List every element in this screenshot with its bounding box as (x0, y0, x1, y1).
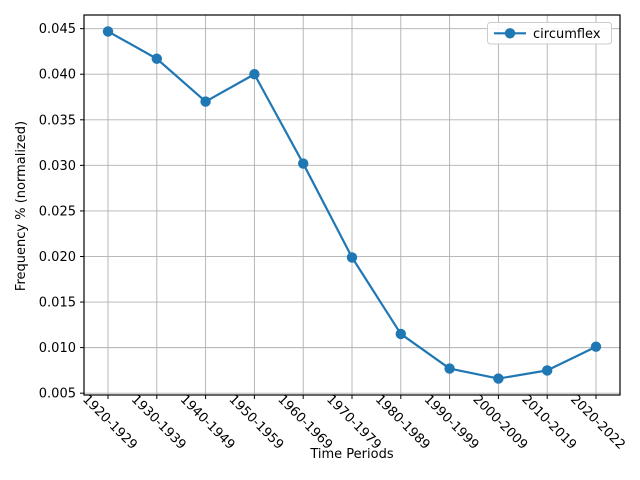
legend: circumflex (487, 22, 612, 45)
y-tick-label: 0.015 (39, 296, 76, 311)
y-tick-label: 0.030 (39, 159, 76, 174)
x-axis-title: Time Periods (310, 447, 394, 462)
series-circumflex (102, 26, 602, 384)
data-point (249, 69, 260, 80)
legend-box (487, 22, 612, 45)
data-point (493, 373, 504, 384)
y-tick-label: 0.045 (39, 22, 76, 37)
data-point (298, 158, 309, 169)
data-point (151, 53, 162, 64)
y-tick-label: 0.035 (39, 113, 76, 128)
axis-ticks (80, 28, 597, 399)
legend-label: circumflex (533, 27, 601, 42)
data-point (395, 328, 406, 340)
y-tick-label: 0.010 (39, 341, 76, 356)
data-point (444, 363, 455, 374)
legend-marker-icon (504, 28, 516, 39)
data-point (590, 341, 602, 352)
y-axis-title: Frequency % (normalized) (14, 120, 29, 292)
axes-frame (83, 14, 621, 396)
tick-labels: 0.005 0.010 0.015 0.020 0.025 0.030 0.035 0.040… (39, 22, 628, 453)
y-tick-label: 0.005 (39, 387, 76, 402)
data-point (346, 252, 358, 263)
grid (84, 15, 620, 395)
data-point (542, 365, 553, 376)
data-point (200, 96, 211, 107)
y-tick-label: 0.040 (39, 68, 76, 83)
data-point (102, 26, 114, 37)
y-tick-label: 0.020 (39, 250, 76, 265)
y-tick-label: 0.025 (39, 204, 76, 219)
